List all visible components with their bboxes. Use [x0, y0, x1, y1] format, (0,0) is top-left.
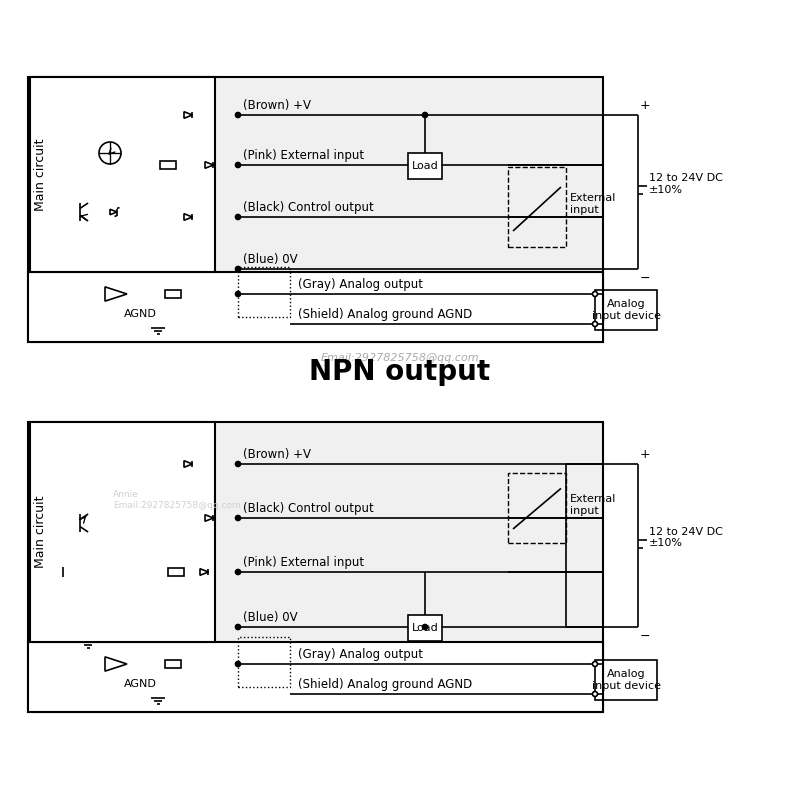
Text: (Shield) Analog ground AGND: (Shield) Analog ground AGND [298, 308, 472, 321]
Bar [595, 660, 657, 700]
Text: −: − [640, 272, 650, 285]
Circle shape [235, 162, 241, 167]
Bar [165, 290, 181, 298]
Bar [30, 422, 215, 642]
Text: (Shield) Analog ground AGND: (Shield) Analog ground AGND [298, 678, 472, 691]
Bar [408, 153, 442, 179]
Bar [28, 422, 603, 712]
Circle shape [235, 266, 241, 271]
Bar [30, 77, 215, 272]
Text: AGND: AGND [123, 309, 157, 319]
Text: AGND: AGND [123, 679, 157, 689]
Circle shape [593, 322, 598, 326]
Text: Analog
input device: Analog input device [591, 669, 661, 690]
Text: NPN output: NPN output [310, 358, 490, 386]
Bar [28, 272, 603, 342]
Text: 12 to 24V DC
±10%: 12 to 24V DC ±10% [649, 174, 723, 194]
Circle shape [593, 291, 598, 297]
Text: (Gray) Analog output: (Gray) Analog output [298, 648, 423, 661]
Text: −: − [640, 630, 650, 643]
Bar [160, 161, 176, 169]
Circle shape [235, 570, 241, 574]
Bar [165, 660, 181, 668]
Bar [238, 267, 290, 317]
Text: +: + [640, 99, 650, 112]
Circle shape [235, 462, 241, 466]
Bar [168, 568, 184, 576]
Text: (Gray) Analog output: (Gray) Analog output [298, 278, 423, 291]
Text: External
input: External input [570, 194, 616, 214]
Text: Email:2927825758@qq.com: Email:2927825758@qq.com [321, 353, 479, 363]
Circle shape [235, 625, 241, 630]
Bar [508, 167, 566, 247]
Circle shape [422, 625, 427, 630]
Text: Load: Load [412, 161, 438, 171]
Bar [508, 473, 566, 543]
Text: +: + [640, 448, 650, 461]
Circle shape [593, 691, 598, 697]
Circle shape [593, 662, 598, 666]
Text: (Pink) External input: (Pink) External input [243, 149, 364, 162]
Text: Main circuit: Main circuit [34, 496, 47, 568]
Bar [408, 615, 442, 641]
Circle shape [235, 662, 241, 666]
Bar [595, 290, 657, 330]
Text: (Brown) +V: (Brown) +V [243, 99, 311, 112]
Text: (Blue) 0V: (Blue) 0V [243, 611, 298, 624]
Text: (Black) Control output: (Black) Control output [243, 502, 374, 515]
Text: Load: Load [412, 623, 438, 633]
Circle shape [235, 515, 241, 521]
Text: (Pink) External input: (Pink) External input [243, 556, 364, 569]
Bar [238, 637, 290, 687]
Text: External
input: External input [570, 494, 616, 516]
Text: Main circuit: Main circuit [34, 138, 47, 210]
Text: (Brown) +V: (Brown) +V [243, 448, 311, 461]
Text: (Black) Control output: (Black) Control output [243, 201, 374, 214]
Text: (Blue) 0V: (Blue) 0V [243, 253, 298, 266]
Circle shape [422, 113, 427, 118]
Text: 12 to 24V DC
±10%: 12 to 24V DC ±10% [649, 526, 723, 548]
Bar [28, 642, 603, 712]
Bar [28, 77, 603, 342]
Circle shape [235, 113, 241, 118]
Circle shape [235, 214, 241, 219]
Circle shape [235, 291, 241, 297]
Text: Analog
input device: Analog input device [591, 299, 661, 321]
Text: Annie
Email:2927825758@qq.com: Annie Email:2927825758@qq.com [113, 490, 241, 510]
